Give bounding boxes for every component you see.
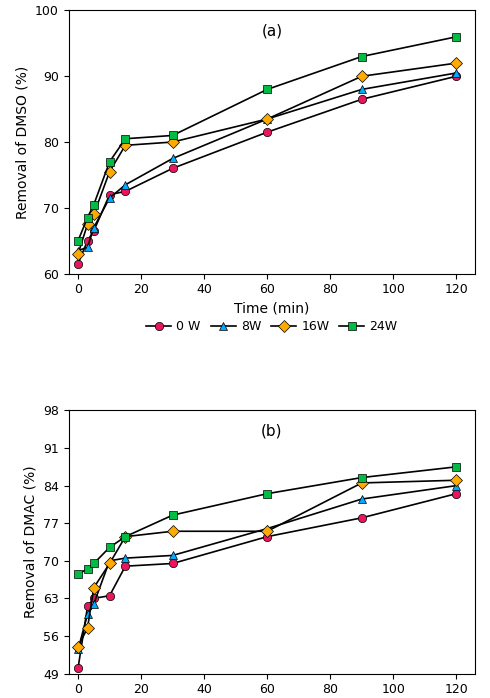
- Text: (a): (a): [261, 24, 283, 38]
- Text: (b): (b): [261, 424, 283, 438]
- Legend: 0 W, 8W, 16W, 24W: 0 W, 8W, 16W, 24W: [142, 315, 402, 339]
- X-axis label: Time (min): Time (min): [234, 302, 310, 316]
- Y-axis label: Removal of DMSO (%): Removal of DMSO (%): [16, 66, 29, 218]
- Y-axis label: Removal of DMAC (%): Removal of DMAC (%): [24, 466, 37, 618]
